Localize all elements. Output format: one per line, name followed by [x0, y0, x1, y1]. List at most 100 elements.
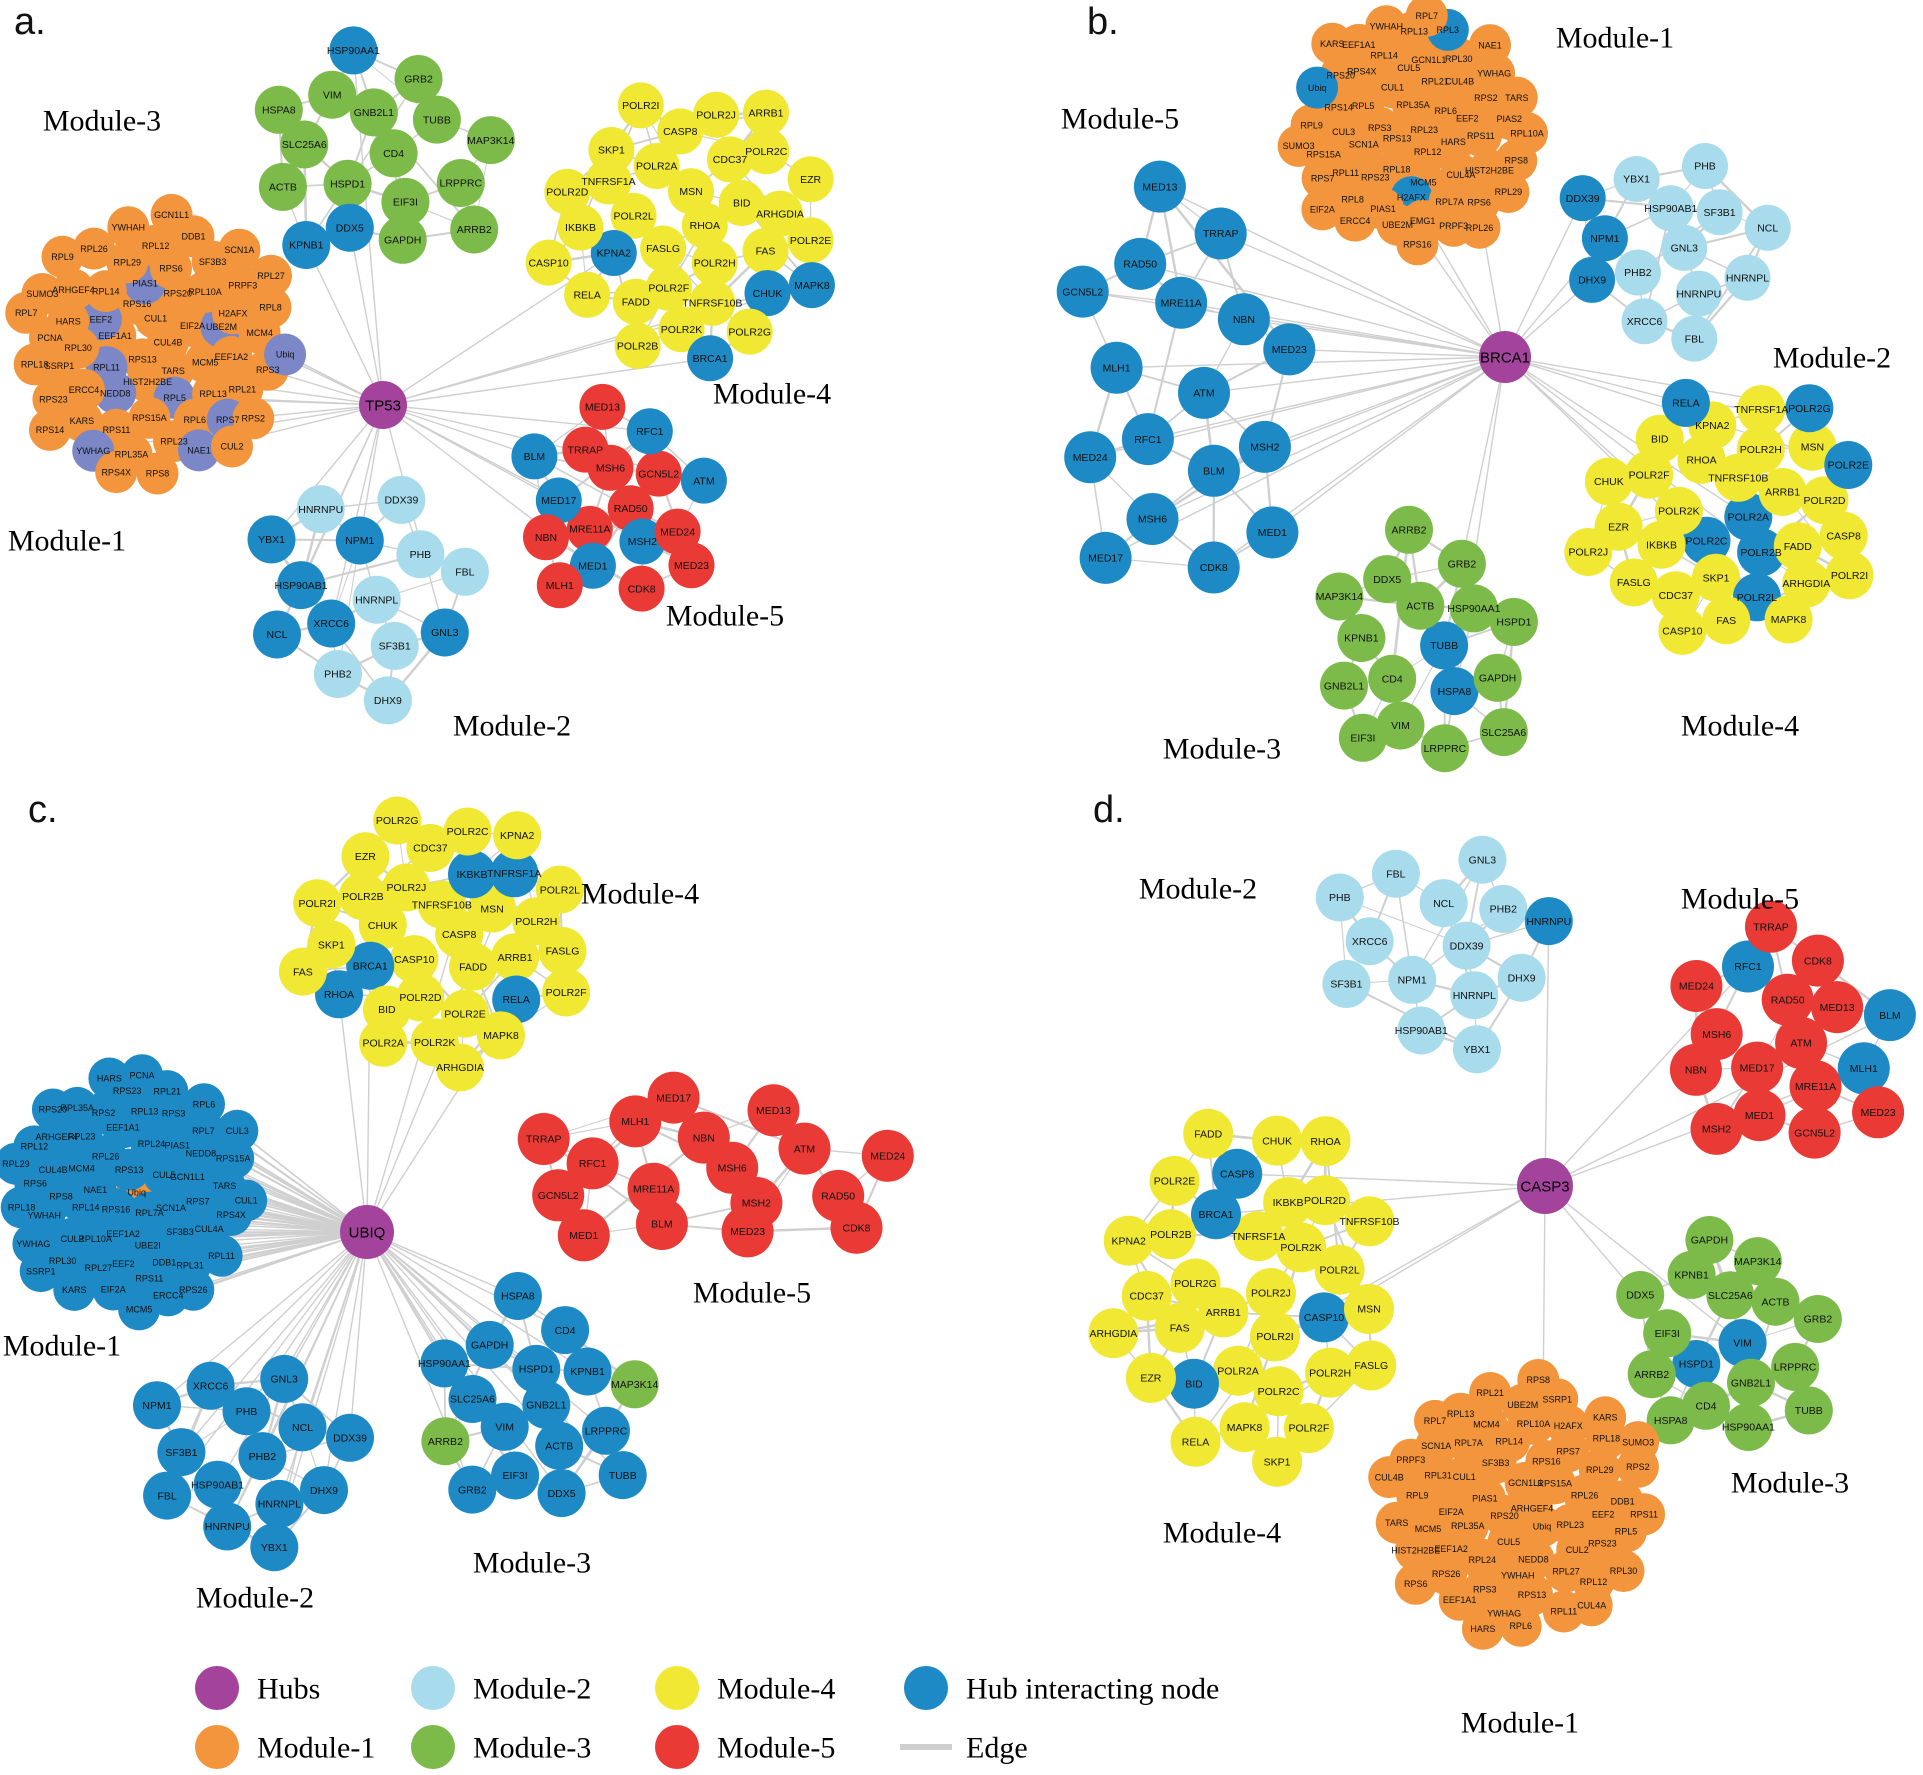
- node-PHB: [396, 530, 445, 579]
- node-POLR2H: [1736, 425, 1785, 474]
- node-MED13: [1133, 160, 1186, 213]
- node-label: EIF3I: [393, 197, 418, 209]
- node-CDC37: [1121, 1270, 1172, 1321]
- node-label: KPNA2: [597, 248, 632, 260]
- node-POLR2E: [1824, 441, 1873, 489]
- node-label: CUL2: [1566, 1545, 1589, 1555]
- node-label: FADD: [1784, 541, 1812, 553]
- module-caption: Module-2: [453, 710, 571, 743]
- node-label: MED13: [585, 402, 620, 414]
- node-MRE11A: [1789, 1060, 1842, 1113]
- node-label: EEF2: [90, 315, 113, 325]
- node-POLR2F: [542, 968, 591, 1017]
- node-label: TARS: [162, 366, 185, 376]
- node-label: TNFRSF10B: [1339, 1216, 1399, 1228]
- panel-letter: c.: [28, 789, 58, 831]
- node-label: RPS13: [1518, 1590, 1547, 1600]
- node-label: RHOA: [1310, 1136, 1340, 1148]
- node-BID: [718, 180, 765, 226]
- module-caption: Module-3: [473, 1547, 591, 1580]
- node-POLR2I: [617, 82, 664, 129]
- module-module-2: GNL3 PHB2 HSP90AB1 HNRNPU NPM1 SF3B1 XRCC6 YBX1…: [1559, 143, 1791, 362]
- module-module-4: POLR2J ARRB1 TNFRSF1A POLR2I POLR2G POLR2K POL…: [1088, 1108, 1400, 1487]
- node-RHOA: [315, 970, 363, 1019]
- node-CDC37: [406, 824, 455, 872]
- node-label: GNB2L1: [354, 107, 394, 119]
- node-SCN1A: [218, 228, 261, 271]
- node-label: MCM5: [1415, 1524, 1442, 1534]
- node-XRCC6: [1621, 298, 1668, 345]
- hub-node-CASP3: [1517, 1158, 1573, 1214]
- node-label: TRRAP: [526, 1134, 562, 1146]
- node-label: RPL35A: [115, 450, 149, 460]
- node-PCNA: [121, 1054, 163, 1097]
- node-label: RPL12: [21, 1142, 49, 1152]
- node-label: GRB2: [1804, 1314, 1833, 1326]
- node-label: RPS7: [1556, 1446, 1580, 1456]
- node-label: SF3B3: [1482, 1458, 1510, 1468]
- node-RPL9: [41, 235, 84, 278]
- node-label: PIAS2: [1497, 114, 1523, 124]
- node-RPS8: [1517, 1359, 1560, 1401]
- node-label: RAD50: [614, 503, 648, 515]
- node-label: LRPPRC: [1424, 743, 1467, 755]
- node-MAP3K14: [610, 1360, 659, 1409]
- node-label: SF3B3: [166, 1227, 194, 1237]
- node-label: RPL6: [193, 1099, 216, 1109]
- node-label: RPS20: [39, 1105, 68, 1115]
- node-label: IKBKB: [1273, 1197, 1304, 1209]
- node-label: ERCC4: [1340, 216, 1371, 226]
- node-PHB2: [238, 1432, 287, 1481]
- node-XRCC6: [1345, 917, 1394, 966]
- module-caption: Module-1: [3, 1330, 121, 1363]
- node-TRRAP: [1745, 900, 1797, 953]
- node-HSPD1: [1672, 1340, 1721, 1388]
- node-DHX9: [300, 1466, 348, 1515]
- node-label: CUL3: [1332, 127, 1355, 137]
- node-label: PRPF3: [1396, 1455, 1425, 1465]
- node-RPS4X: [95, 451, 138, 494]
- node-label: RPL23: [68, 1131, 96, 1141]
- node-HNRNPL: [1450, 971, 1499, 1020]
- node-RELA: [1170, 1416, 1221, 1467]
- node-GNL3: [1458, 835, 1507, 884]
- node-BRCA1: [687, 335, 734, 382]
- node-PHB: [1315, 873, 1364, 922]
- node-label: CHUK: [1262, 1135, 1292, 1147]
- node-label: RPS7: [186, 1196, 210, 1206]
- node-ARHGDIA: [1782, 559, 1831, 608]
- node-EIF3I: [1643, 1309, 1692, 1358]
- node-TUBB: [412, 95, 461, 144]
- node-label: RPS16: [102, 1204, 131, 1214]
- node-label: FBL: [455, 566, 474, 578]
- node-label: HIST2H2BE: [1465, 165, 1514, 175]
- module-caption: Module-5: [666, 600, 784, 633]
- node-POLR2J: [1245, 1268, 1296, 1318]
- node-label: RPL7: [1416, 11, 1439, 21]
- node-label: CUL1: [1453, 1472, 1476, 1482]
- node-label: MED24: [1679, 981, 1714, 993]
- node-GCN5L2: [1056, 265, 1109, 318]
- node-HSP90AB1: [1647, 185, 1694, 232]
- node-label: KPNA2: [1111, 1235, 1146, 1247]
- node-FASLG: [640, 225, 687, 272]
- node-label: PIAS1: [132, 278, 158, 288]
- node-FADD: [449, 942, 498, 991]
- node-label: EEF1A2: [1434, 1544, 1468, 1554]
- node-label: RPS23: [39, 395, 68, 405]
- node-label: MED1: [1258, 527, 1287, 539]
- node-label: EIF3I: [1350, 732, 1375, 744]
- node-label: ATM: [1790, 1038, 1811, 1050]
- node-label: GNL3: [1469, 854, 1497, 866]
- node-label: MED13: [1820, 1002, 1855, 1014]
- node-label: NBN: [1685, 1064, 1707, 1076]
- node-label: HARS: [1470, 1624, 1495, 1634]
- node-label: ATM: [1193, 388, 1214, 400]
- node-label: CUL1: [235, 1196, 258, 1206]
- node-label: POLR2A: [1217, 1365, 1258, 1377]
- node-ARHGDIA: [757, 190, 803, 237]
- node-label: POLR2H: [515, 916, 557, 928]
- node-label: XRCC6: [1352, 936, 1388, 948]
- node-EZR: [787, 156, 834, 203]
- node-label: FASLG: [1617, 577, 1651, 589]
